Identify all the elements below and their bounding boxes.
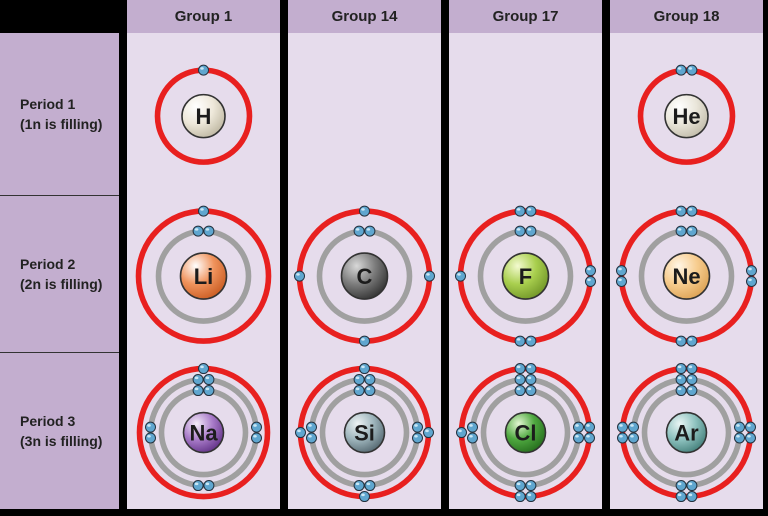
svg-text:C: C xyxy=(357,264,373,289)
svg-text:He: He xyxy=(672,104,700,129)
svg-text:H: H xyxy=(196,104,212,129)
svg-text:Si: Si xyxy=(354,420,375,445)
svg-text:Ne: Ne xyxy=(672,264,700,289)
svg-text:F: F xyxy=(519,264,532,289)
svg-text:Ar: Ar xyxy=(674,420,699,445)
svg-text:Cl: Cl xyxy=(515,420,537,445)
svg-text:Li: Li xyxy=(194,264,214,289)
svg-text:Na: Na xyxy=(189,420,218,445)
